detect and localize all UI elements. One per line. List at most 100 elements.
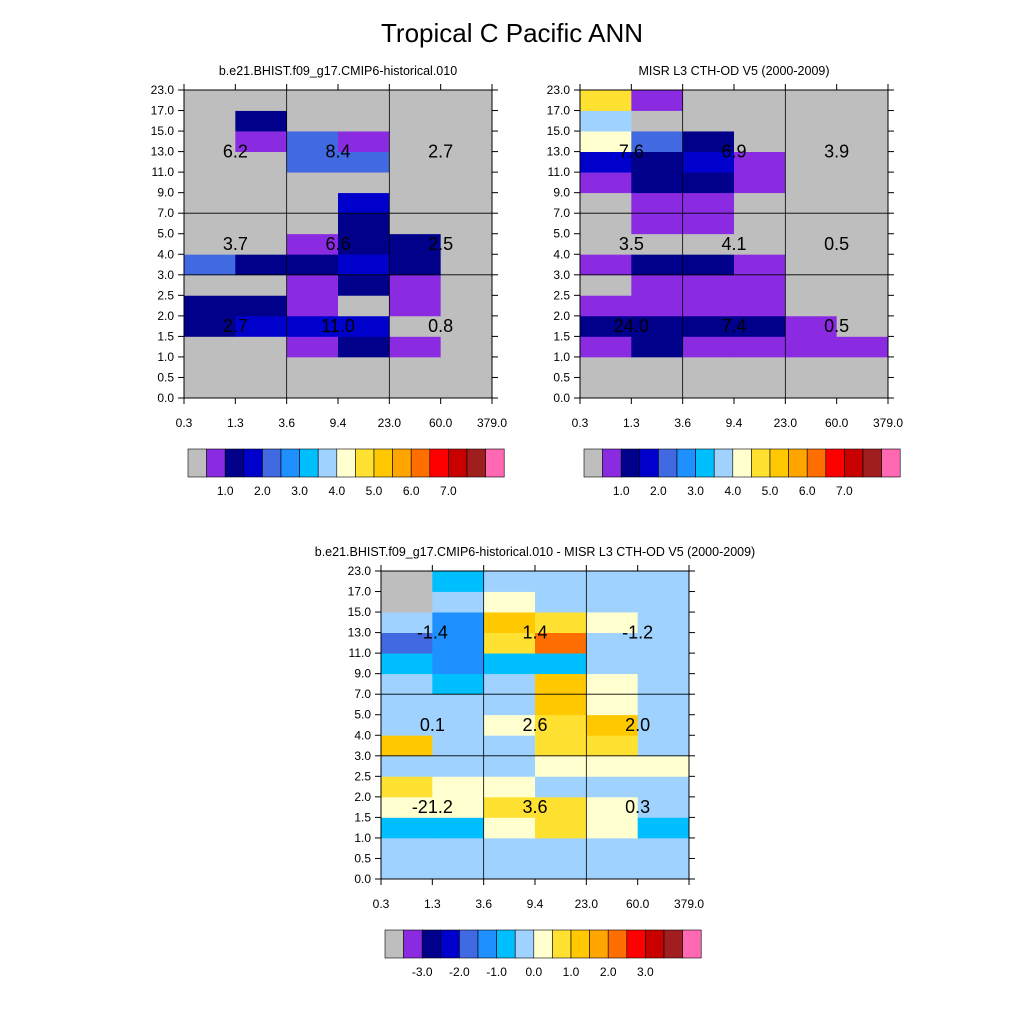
heatmap-cell <box>381 858 433 880</box>
colorbar-label: 7.0 <box>836 484 853 498</box>
heatmap-cell <box>682 172 735 194</box>
heatmap-cell <box>440 274 493 296</box>
heatmap-cell <box>184 254 236 276</box>
y-tick-label: 9.0 <box>157 186 174 200</box>
heatmap-cell <box>432 817 485 839</box>
heatmap-cell <box>785 90 838 111</box>
colorbar-box <box>607 929 628 959</box>
region-value-label: 6.2 <box>223 142 248 162</box>
heatmap-cell <box>389 172 442 194</box>
panel-title: b.e21.BHIST.f09_g17.CMIP6-historical.010… <box>315 545 755 559</box>
heatmap-cell <box>734 151 786 173</box>
heatmap-cell <box>432 837 485 859</box>
heatmap-cell <box>734 192 786 214</box>
heatmap-cell <box>637 776 690 798</box>
heatmap-cell <box>432 612 485 633</box>
colorbar-box <box>552 929 572 959</box>
colorbar-label: 1.0 <box>613 484 630 498</box>
heatmap-cell <box>586 776 639 798</box>
y-tick-label: 23.0 <box>348 564 372 578</box>
colorbar-box <box>262 448 282 478</box>
heatmap-cell <box>637 796 690 818</box>
heatmap-cell <box>586 694 639 716</box>
heatmap-cell <box>235 110 288 132</box>
heatmap-cell <box>682 295 735 317</box>
heatmap-cell <box>389 233 442 255</box>
heatmap-cell <box>734 356 786 378</box>
heatmap-cell <box>535 632 587 654</box>
heatmap-cell <box>734 274 786 296</box>
colorbar-box <box>187 448 207 478</box>
heatmap-cell <box>432 632 485 654</box>
heatmap-cell <box>785 315 838 337</box>
heatmap-cell <box>381 837 433 859</box>
heatmap-cell <box>631 131 684 152</box>
heatmap-cell <box>184 172 236 194</box>
heatmap-cell <box>483 632 536 654</box>
heatmap-cell <box>184 90 236 111</box>
heatmap-cell <box>535 858 587 880</box>
heatmap-cell <box>432 571 485 592</box>
heatmap-cell <box>432 673 485 695</box>
colorbar: 1.0 2.0 3.0 4.0 5.0 6.0 7.0 <box>583 448 901 498</box>
heatmap-cell <box>440 254 493 276</box>
colorbar-box <box>224 448 245 478</box>
heatmap-cell <box>235 151 288 173</box>
y-tick-label: 4.0 <box>553 247 570 261</box>
heatmap-cell <box>338 131 390 152</box>
colorbar-box <box>658 448 678 478</box>
region-value-label: 7.4 <box>721 316 746 336</box>
heatmap-cell <box>586 612 639 633</box>
heatmap-cell <box>535 755 587 777</box>
heatmap-cell <box>637 755 690 777</box>
colorbar-label: 5.0 <box>762 484 779 498</box>
heatmap-cell <box>286 356 339 378</box>
heatmap-cell <box>631 151 684 173</box>
heatmap-cell <box>586 817 639 839</box>
heatmap-cell <box>637 735 690 757</box>
heatmap-cell <box>440 192 493 214</box>
colorbar-label: 6.0 <box>403 484 420 498</box>
heatmap-cell <box>483 817 536 839</box>
y-tick-label: 13.0 <box>348 626 372 640</box>
heatmap-cell <box>785 274 838 296</box>
heatmap-cell <box>682 110 735 132</box>
x-tick-label: 3.6 <box>475 897 492 911</box>
heatmap-cell <box>785 151 838 173</box>
colorbar-label: -2.0 <box>449 965 470 979</box>
heatmap-cell <box>836 213 889 235</box>
heatmap-cell <box>785 110 838 132</box>
heatmap-cell <box>535 796 587 818</box>
heatmap-cell <box>432 694 485 716</box>
heatmap-cell <box>637 694 690 716</box>
figure-title: Tropical C Pacific ANN <box>381 18 643 48</box>
heatmap-cell <box>286 213 339 235</box>
heatmap-cell <box>535 837 587 859</box>
heatmap-cell <box>836 192 889 214</box>
heatmap-cell <box>440 336 493 358</box>
colorbar-box <box>410 448 431 478</box>
heatmap-cell <box>286 192 339 214</box>
heatmap-cell <box>235 377 288 399</box>
x-tick-label: 379.0 <box>873 416 903 430</box>
heatmap-cell <box>637 612 690 633</box>
heatmap-cell <box>535 673 587 695</box>
heatmap-cell <box>682 233 735 255</box>
heatmap-cell <box>381 653 433 675</box>
heatmap-cell <box>440 233 493 255</box>
heatmap-cell <box>586 714 639 736</box>
heatmap-cell <box>580 356 632 378</box>
y-tick-label: 3.0 <box>354 749 371 763</box>
heatmap-cell <box>184 110 236 132</box>
region-value-label: 2.7 <box>428 142 453 162</box>
heatmap-cell <box>381 755 433 777</box>
y-tick-label: 23.0 <box>151 83 175 97</box>
heatmap-cell <box>338 90 390 111</box>
heatmap-cell <box>836 151 889 173</box>
heatmap-cell <box>432 735 485 757</box>
heatmap-cell <box>586 755 639 777</box>
heatmap-cell <box>631 254 684 276</box>
y-tick-label: 1.5 <box>157 329 174 343</box>
colorbar-box <box>645 929 665 959</box>
heatmap-cell <box>389 90 442 111</box>
